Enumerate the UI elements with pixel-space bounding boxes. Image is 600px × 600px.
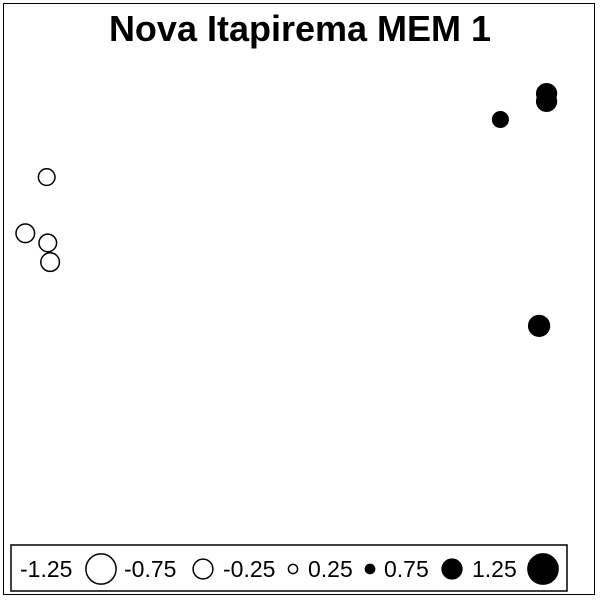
data-point-1 [37, 168, 56, 187]
legend-label-2: -0.75 [124, 556, 176, 582]
data-point-8 [527, 314, 551, 338]
legend: -1.25 -0.75 -0.25 0.25 0.75 1.25 [20, 553, 559, 585]
data-point-5 [491, 110, 509, 129]
legend-label-3: -0.25 [223, 556, 275, 582]
legend-symbol-1 [85, 553, 117, 585]
chart-title: Nova Itapirema MEM 1 [108, 8, 492, 49]
legend-label-4: 0.25 [308, 556, 353, 582]
data-point-3 [38, 233, 58, 253]
legend-symbol-5 [441, 558, 463, 580]
data-point-4 [40, 252, 61, 273]
legend-symbol-4 [364, 563, 376, 575]
data-point-7 [535, 82, 558, 105]
points-layer [15, 82, 558, 338]
plot-frame [3, 3, 595, 595]
legend-symbol-6 [527, 553, 559, 585]
legend-label-5: 0.75 [384, 556, 429, 582]
legend-label-1: -1.25 [20, 556, 72, 582]
legend-symbol-2 [192, 558, 214, 580]
legend-label-6: 1.25 [472, 556, 517, 582]
data-point-2 [15, 223, 36, 244]
legend-symbol-3 [287, 563, 299, 575]
